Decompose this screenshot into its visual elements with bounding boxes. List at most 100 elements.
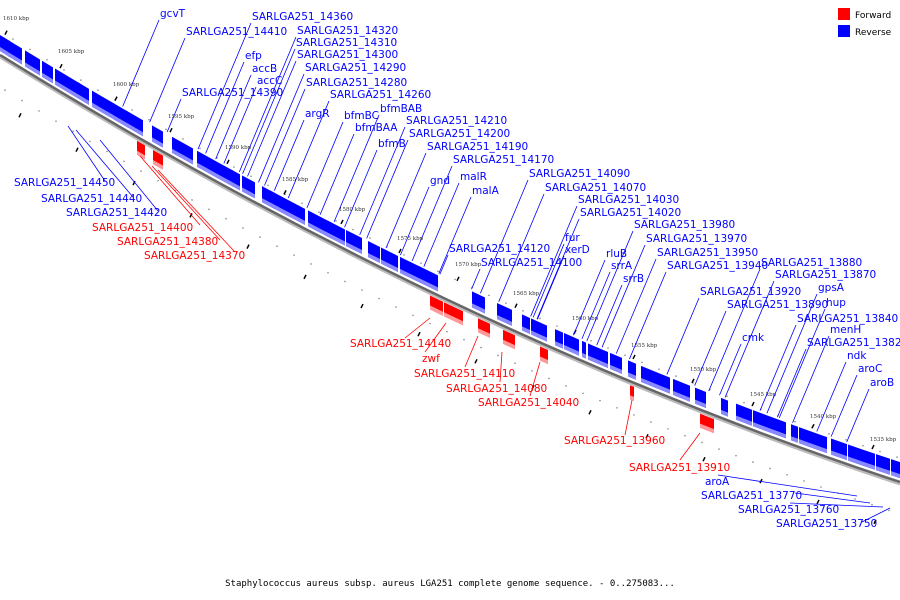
gene-label[interactable]: SARLGA251_14300 [297, 49, 398, 61]
gene-label[interactable]: SARLGA251_14370 [144, 250, 245, 262]
gene-label[interactable]: ndk [847, 350, 867, 362]
gene-label[interactable]: bfmBAB [380, 103, 422, 115]
gene-label[interactable]: SARLGA251_13950 [657, 247, 758, 259]
gene-label[interactable]: SARLGA251_13840 [797, 313, 898, 325]
reverse-gene[interactable] [327, 220, 345, 246]
reverse-gene[interactable] [126, 110, 143, 137]
gene-label[interactable]: zwf [422, 353, 440, 365]
gene-label[interactable]: xerD [565, 244, 590, 256]
reverse-gene-shade [768, 427, 782, 437]
gene-label[interactable]: aroA [705, 476, 730, 488]
gene-label[interactable]: argR [305, 108, 330, 120]
gene-label[interactable]: SARLGA251_14290 [305, 62, 406, 74]
gene-label[interactable]: srrA [611, 260, 633, 272]
gene-label[interactable]: SARLGA251_14100 [481, 257, 582, 269]
label-leader [242, 48, 296, 174]
gene-label[interactable]: SARLGA251_13890 [727, 299, 828, 311]
gene-label[interactable]: SARLGA251_13980 [634, 219, 735, 231]
gene-label[interactable]: SARLGA251_14040 [478, 397, 579, 409]
reverse-gene[interactable] [419, 266, 438, 292]
gene-label[interactable]: SARLGA251_13880 [761, 257, 862, 269]
gene-label[interactable]: srrB [623, 273, 644, 285]
gene-label[interactable]: cmk [742, 332, 765, 344]
gene-label[interactable]: SARLGA251_14400 [92, 222, 193, 234]
gene-label[interactable]: SARLGA251_14310 [296, 37, 397, 49]
gene-label[interactable]: malR [460, 171, 487, 183]
minor-tick [189, 213, 193, 218]
gene-label[interactable]: efp [245, 50, 262, 62]
gene-label[interactable]: accC [257, 75, 282, 87]
gene-label[interactable]: rluB [606, 248, 627, 260]
gene-label[interactable]: SARLGA251_14030 [578, 194, 679, 206]
gene-label[interactable]: SARLGA251_13750 [776, 518, 877, 530]
label-leader [794, 492, 871, 504]
track-dot [140, 170, 142, 172]
gene-label[interactable]: bfmBC [344, 110, 379, 122]
forward-gene-shade [540, 356, 548, 365]
label-leaders [67, 19, 891, 523]
gene-label[interactable]: gcvT [160, 8, 186, 20]
gene-label[interactable]: bfmBAA [355, 122, 398, 134]
gene-label[interactable]: SARLGA251_13820 [807, 337, 900, 349]
gene-label[interactable]: menH [830, 324, 861, 336]
track-dot [80, 79, 82, 81]
label-leader [366, 139, 409, 239]
gene-label[interactable]: SARLGA251_14360 [252, 11, 353, 23]
gene-label[interactable]: SARLGA251_14120 [449, 243, 550, 255]
gene-label[interactable]: SARLGA251_13770 [701, 490, 802, 502]
scale-tick-mark [751, 401, 755, 407]
gene-label[interactable]: SARLGA251_14280 [306, 77, 407, 89]
dot-rows [4, 38, 898, 525]
track-dot [225, 217, 227, 220]
gene-label[interactable]: SARLGA251_14450 [14, 177, 115, 189]
gene-label[interactable]: SARLGA251_13920 [700, 286, 801, 298]
track-dot [769, 467, 771, 470]
gene-label[interactable]: bfmB [378, 138, 406, 150]
gene-label[interactable]: SARLGA251_14440 [41, 193, 142, 205]
minor-tick [18, 112, 22, 118]
gene-label[interactable]: aroC [858, 363, 882, 375]
gene-label[interactable]: SARLGA251_13960 [564, 435, 665, 447]
gene-label[interactable]: SARLGA251_14420 [66, 207, 167, 219]
gene-label[interactable]: SARLGA251_14410 [186, 26, 287, 38]
label-leader [385, 152, 427, 249]
reverse-gene-shade [522, 326, 530, 334]
gene-label[interactable]: SARLGA251_14090 [529, 168, 630, 180]
track-dot [344, 280, 346, 283]
reverse-gene-shade [346, 241, 362, 255]
minor-tick [132, 180, 136, 186]
gene-label[interactable]: SARLGA251_13870 [775, 269, 876, 281]
gene-label[interactable]: SARLGA251_14070 [545, 182, 646, 194]
gene-label[interactable]: malA [472, 185, 500, 197]
gene-label[interactable]: SARLGA251_13910 [629, 462, 730, 474]
gene-label[interactable]: SARLGA251_14320 [297, 25, 398, 37]
gene-label[interactable]: SARLGA251_14190 [427, 141, 528, 153]
gene-label[interactable]: fur [565, 232, 580, 244]
gene-label[interactable]: SARLGA251_14200 [409, 128, 510, 140]
gene-label[interactable]: SARLGA251_14260 [330, 89, 431, 101]
gene-label[interactable]: SARLGA251_14080 [446, 383, 547, 395]
gene-label[interactable]: SARLGA251_14140 [350, 338, 451, 350]
gene-label[interactable]: gpsA [818, 282, 845, 294]
label-leader [717, 474, 858, 497]
gene-label[interactable]: SARLGA251_13760 [738, 504, 839, 516]
gene-label[interactable]: SARLGA251_14170 [453, 154, 554, 166]
gene-label[interactable]: gnd [430, 175, 450, 187]
reverse-gene[interactable] [55, 68, 70, 94]
gene-label[interactable]: SARLGA251_14390 [182, 87, 283, 99]
gene-label[interactable]: accB [252, 63, 277, 75]
scale-tick-label: 1580 kbp [339, 207, 366, 213]
track-dot [667, 428, 669, 430]
reverse-gene[interactable] [346, 229, 362, 255]
gene-label[interactable]: SARLGA251_14210 [406, 115, 507, 127]
gene-label[interactable]: SARLGA251_13970 [646, 233, 747, 245]
gene-label[interactable]: aroB [870, 377, 894, 389]
gene-label[interactable]: SARLGA251_14020 [580, 207, 681, 219]
reverse-gene-shade [308, 222, 320, 233]
track-dot [497, 354, 499, 357]
gene-label[interactable]: SARLGA251_13940 [667, 260, 768, 272]
gene-label[interactable]: SARLGA251_14110 [414, 368, 515, 380]
gene-label[interactable]: SARLGA251_14380 [117, 236, 218, 248]
gene-label[interactable]: hup [826, 297, 846, 309]
track-dot [301, 202, 303, 205]
